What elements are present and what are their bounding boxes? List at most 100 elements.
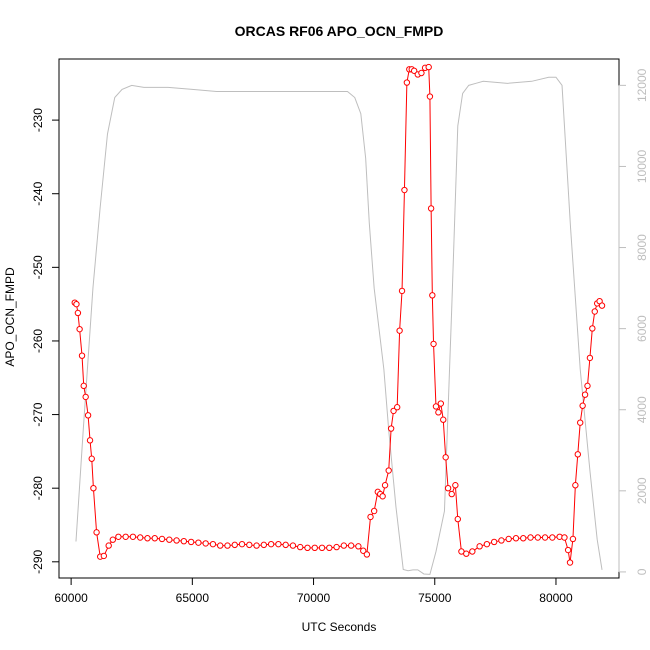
- data-point: [564, 546, 572, 554]
- data-point: [275, 540, 282, 548]
- data-point: [90, 484, 97, 492]
- data-point: [151, 535, 158, 542]
- data-point: [93, 529, 100, 536]
- x-tick-label: 60000: [54, 591, 88, 605]
- data-point: [144, 535, 151, 542]
- data-point: [385, 467, 392, 474]
- data-point: [444, 484, 452, 492]
- data-point: [429, 292, 436, 299]
- data-point: [109, 536, 117, 543]
- data-point: [572, 482, 579, 489]
- data-point: [442, 454, 449, 461]
- x-tick-label: 80000: [539, 591, 573, 605]
- data-point: [297, 543, 304, 551]
- data-point: [209, 540, 217, 548]
- data-point: [304, 544, 311, 552]
- data-point: [586, 354, 594, 362]
- data-point: [267, 540, 275, 548]
- data-point: [311, 544, 318, 552]
- data-point: [512, 535, 520, 542]
- y-axis-label: APO_OCN_FMPD: [3, 267, 17, 367]
- data-point: [129, 533, 137, 540]
- data-point: [432, 403, 440, 410]
- data-point: [246, 541, 253, 549]
- data-point: [333, 543, 340, 551]
- data-point: [289, 542, 297, 549]
- data-point: [82, 393, 89, 401]
- chart-title: ORCAS RF06 APO_OCN_FMPD: [235, 23, 444, 39]
- data-point: [355, 543, 362, 550]
- data-point: [577, 419, 584, 426]
- y-tick-label: -250: [31, 255, 45, 279]
- y2-tick-label: 4000: [635, 396, 649, 423]
- data-point: [589, 325, 596, 332]
- data-point: [425, 63, 432, 71]
- data-point: [84, 412, 92, 419]
- y-tick-label: -230: [31, 108, 45, 132]
- y2-tick-label: 6000: [635, 315, 649, 342]
- y-tick-label: -280: [31, 476, 45, 500]
- data-point: [360, 547, 367, 554]
- data-point: [427, 205, 435, 212]
- data-point: [105, 542, 112, 549]
- data-point: [452, 482, 459, 489]
- data-point: [498, 537, 505, 544]
- data-point: [158, 535, 166, 543]
- data-point: [370, 507, 378, 515]
- data-point: [598, 302, 606, 309]
- data-point: [403, 79, 411, 86]
- data-point: [410, 67, 418, 74]
- data-point: [490, 538, 498, 546]
- data-point: [137, 534, 144, 541]
- data-point: [115, 533, 122, 540]
- data-point: [454, 515, 461, 523]
- data-point: [173, 537, 180, 544]
- data-point: [527, 534, 534, 541]
- data-point: [282, 541, 289, 549]
- data-point: [202, 540, 209, 547]
- data-point: [347, 542, 355, 549]
- y2-tick-label: 2000: [635, 477, 649, 504]
- data-point: [76, 325, 83, 333]
- data-point: [401, 186, 408, 194]
- data-point: [80, 382, 87, 390]
- data-point: [253, 542, 260, 549]
- data-point: [393, 404, 401, 411]
- y-tick-label: -240: [31, 181, 45, 205]
- data-point: [448, 490, 455, 498]
- data-point: [520, 535, 527, 542]
- data-point: [166, 536, 173, 543]
- x-tick-label: 65000: [176, 591, 210, 605]
- data-point: [463, 550, 470, 557]
- data-point: [195, 539, 202, 546]
- data-point: [398, 287, 406, 295]
- data-point: [469, 548, 476, 555]
- data-point: [435, 409, 442, 416]
- data-point: [217, 542, 224, 549]
- data-point: [231, 541, 238, 549]
- y-tick-label: -270: [31, 402, 45, 426]
- data-point: [396, 327, 403, 334]
- data-point: [569, 535, 577, 543]
- data-point: [390, 407, 397, 415]
- data-point: [426, 93, 434, 100]
- y-tick-label: -290: [31, 549, 45, 573]
- axes-group: 60000 65000 70000 75000 80000-230-240-250-26…: [31, 68, 649, 605]
- data-point: [86, 437, 94, 444]
- data-point: [73, 300, 80, 308]
- data-point: [74, 309, 82, 317]
- data-point: [122, 533, 129, 540]
- data-point: [224, 542, 231, 549]
- y-tick-label: -260: [31, 329, 45, 353]
- x-tick-label: 75000: [418, 591, 452, 605]
- data-point: [381, 482, 389, 489]
- y2-tick-label: 0: [635, 568, 649, 575]
- data-point: [505, 535, 512, 543]
- data-point: [326, 544, 333, 552]
- data-point: [437, 400, 445, 407]
- y2-tick-label: 12000: [635, 68, 649, 102]
- data-point: [574, 451, 581, 458]
- data-point: [340, 542, 348, 549]
